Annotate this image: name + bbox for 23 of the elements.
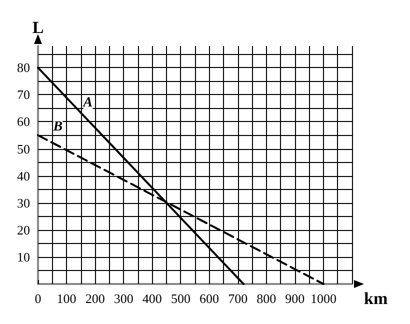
x-tick-label: 900 <box>285 291 305 306</box>
x-tick-label: 1000 <box>310 291 336 306</box>
x-tick-label: 800 <box>256 291 276 306</box>
y-tick-label: 70 <box>17 87 30 102</box>
y-axis-title: L <box>32 18 44 37</box>
x-tick-label: 0 <box>34 291 42 306</box>
x-tick-label: 500 <box>170 291 190 306</box>
y-tick-label: 20 <box>17 222 30 238</box>
y-tick-label: 50 <box>17 141 30 156</box>
x-tick-label: 100 <box>56 291 76 306</box>
x-tick-label: 200 <box>85 291 105 306</box>
y-tick-label: 60 <box>17 114 30 130</box>
x-axis-title: km <box>364 289 388 308</box>
y-tick-label: 40 <box>17 168 30 184</box>
x-tick-label: 600 <box>200 291 220 306</box>
x-tick-label: 300 <box>114 291 134 306</box>
x-tick-label: 700 <box>228 291 248 306</box>
y-tick-label: 80 <box>17 60 30 76</box>
y-tick-label: 30 <box>17 195 30 210</box>
y-tick-label: 10 <box>17 249 30 264</box>
x-tick-label: 400 <box>142 291 162 306</box>
annotation: B <box>52 120 63 135</box>
annotation: A <box>82 95 93 110</box>
